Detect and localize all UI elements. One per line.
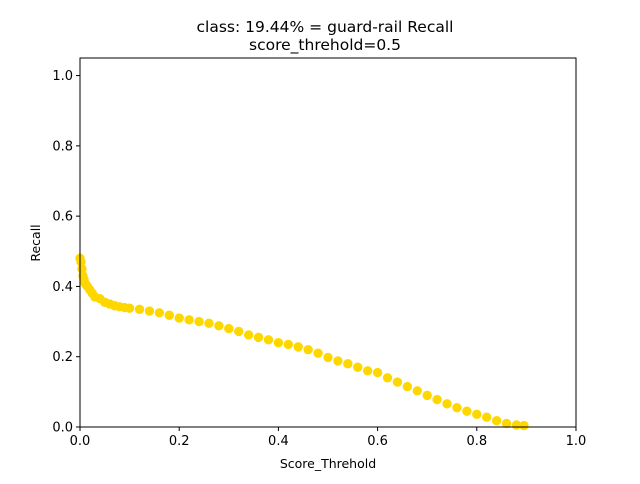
data-point: [134, 304, 145, 314]
data-point: [432, 394, 442, 405]
data-point: [491, 415, 502, 426]
data-point: [372, 367, 383, 378]
data-point: [224, 323, 234, 334]
chart-subtitle: score_threhold=0.5: [249, 36, 401, 55]
data-point: [273, 337, 284, 348]
data-point: [154, 308, 165, 318]
x-tick-label: 1.0: [566, 434, 587, 449]
data-point: [501, 418, 512, 429]
ticks-layer: 0.0 0.2 0.4 0.6 0.8 1.0 0.0 0.2 0.4 0.6 0.8 1.0: [52, 69, 586, 449]
data-point: [472, 409, 482, 420]
data-point: [462, 406, 472, 416]
plot-area-frame: [79, 57, 577, 428]
data-point: [442, 399, 452, 409]
data-point: [263, 335, 274, 345]
data-point: [392, 377, 403, 387]
data-point: [412, 386, 422, 396]
x-tick-label: 0.4: [268, 434, 289, 449]
data-point: [362, 366, 373, 376]
x-axis-label: Score_Threhold: [280, 456, 376, 471]
y-tick-label: 0.8: [52, 139, 73, 154]
data-point: [482, 412, 492, 422]
data-point: [253, 332, 264, 343]
data-points-layer: [75, 253, 529, 431]
data-point: [234, 326, 244, 337]
data-point: [323, 352, 333, 363]
data-point: [243, 330, 254, 340]
x-tick-label: 0.8: [466, 434, 487, 449]
data-point: [313, 348, 323, 358]
data-point: [303, 344, 313, 355]
y-axis-label: Recall: [28, 224, 43, 261]
data-point: [519, 420, 529, 431]
data-point: [194, 316, 204, 327]
data-point: [452, 402, 462, 413]
data-point: [422, 390, 432, 401]
y-tick-label: 0.0: [52, 421, 73, 436]
data-point: [204, 318, 214, 329]
data-point: [144, 306, 155, 316]
chart-title: class: 19.44% = guard-rail Recall: [197, 18, 454, 36]
y-tick-label: 0.4: [52, 280, 73, 295]
x-tick-label: 0.0: [70, 434, 91, 449]
data-point: [124, 303, 135, 313]
data-point: [353, 362, 363, 372]
data-point: [184, 315, 194, 325]
data-point: [164, 310, 174, 320]
x-tick-label: 0.6: [367, 434, 388, 449]
y-tick-label: 0.2: [52, 350, 73, 365]
data-point: [382, 373, 393, 383]
data-point: [402, 381, 413, 392]
data-point: [293, 342, 303, 352]
x-tick-label: 0.2: [169, 434, 190, 449]
y-tick-label: 0.6: [52, 210, 73, 225]
data-point: [214, 321, 224, 331]
data-point: [343, 359, 353, 369]
data-point: [333, 356, 343, 366]
y-tick-label: 1.0: [52, 69, 73, 84]
data-point: [174, 313, 184, 323]
data-point: [283, 339, 294, 350]
